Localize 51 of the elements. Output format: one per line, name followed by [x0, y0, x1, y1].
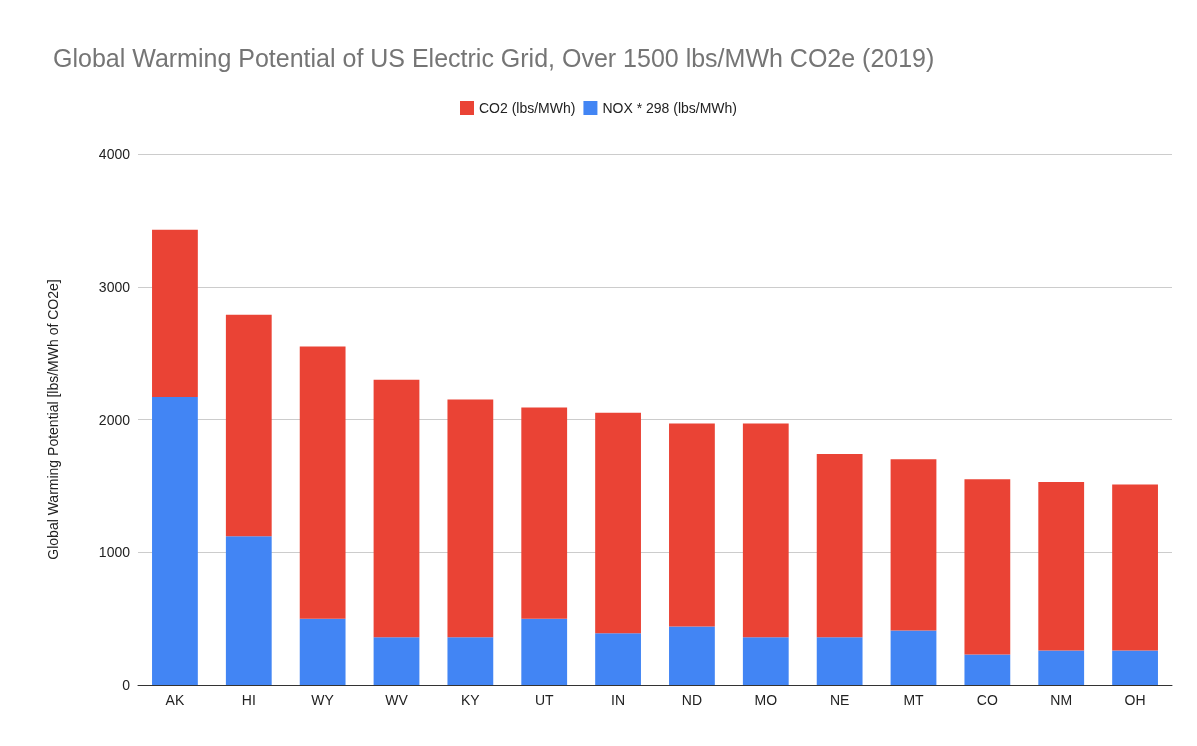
bar	[964, 479, 1011, 655]
bar	[742, 423, 789, 638]
bar	[225, 314, 272, 537]
x-tick-label: UT	[534, 692, 554, 708]
legend-label: CO2 (lbs/MWh)	[478, 100, 576, 116]
x-tick-label: ND	[681, 692, 703, 708]
bar	[1112, 484, 1158, 651]
legend-label: NOX * 298 (lbs/MWh)	[602, 100, 738, 116]
bar	[816, 454, 863, 638]
bar	[816, 637, 863, 685]
y-tick-label: 4000	[98, 146, 131, 162]
y-tick-label: 2000	[98, 411, 131, 428]
bar	[152, 396, 198, 685]
bar	[299, 618, 346, 685]
y-axis-title: Global Warming Potential [lbs/MWh of CO2e]	[45, 279, 61, 560]
bar	[964, 654, 1011, 685]
bar	[447, 637, 494, 685]
y-tick-label: 3000	[98, 278, 131, 295]
bar	[447, 399, 494, 638]
x-tick-label: WV	[385, 692, 409, 708]
x-tick-label: WY	[311, 692, 335, 708]
chart-title: Global Warming Potential of US Electric Grid, Over 1500 lbs/MWh CO2e (2019)	[53, 43, 935, 72]
bar	[521, 407, 568, 619]
bar	[890, 630, 937, 685]
x-tick-label: NM	[1050, 692, 1073, 708]
bar	[742, 637, 789, 685]
bar	[595, 633, 641, 685]
x-tick-label: AK	[165, 692, 185, 708]
y-tick-label: 0	[122, 677, 131, 693]
bar	[1038, 481, 1085, 651]
bar	[669, 626, 715, 685]
x-tick-label: MO	[754, 692, 778, 708]
bar	[521, 618, 568, 685]
bar	[152, 229, 198, 397]
x-tick-label: MT	[903, 692, 925, 708]
bar	[1038, 650, 1085, 685]
bar	[373, 637, 420, 685]
x-tick-label: KY	[461, 692, 481, 708]
bar	[595, 412, 641, 634]
bar	[669, 423, 715, 627]
bar	[373, 379, 420, 638]
x-tick-label: OH	[1124, 692, 1146, 708]
x-tick-label: HI	[241, 692, 256, 708]
y-tick-label: 1000	[98, 544, 131, 561]
bar	[890, 459, 937, 631]
x-tick-label: NE	[829, 692, 850, 708]
bar	[225, 536, 272, 685]
bar	[299, 346, 346, 619]
x-tick-label: IN	[611, 692, 626, 708]
x-tick-label: CO	[976, 692, 998, 708]
bar	[1112, 650, 1158, 685]
